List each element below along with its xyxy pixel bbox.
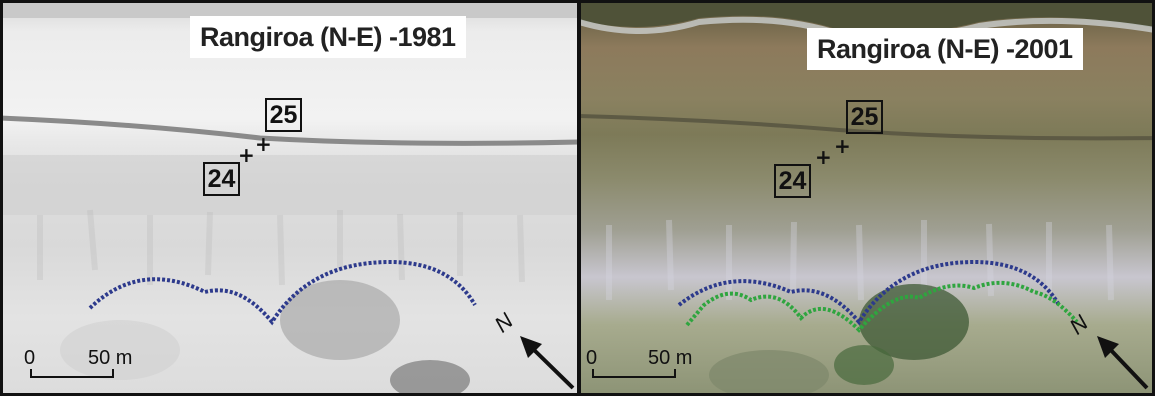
location-cross-icon: + xyxy=(815,145,832,169)
location-cross-icon: + xyxy=(238,143,255,167)
location-cross-icon: + xyxy=(255,132,272,156)
scale-distance: 50 m xyxy=(648,347,693,369)
marker-24: 24 xyxy=(203,162,240,196)
panel-1981: Rangiroa (N-E) -1981 25 24 + + 0 50 m N xyxy=(0,0,579,396)
marker-25: 25 xyxy=(265,98,302,132)
scale-zero: 0 xyxy=(586,347,598,369)
scale-zero: 0 xyxy=(24,347,36,369)
panel-title: Rangiroa (N-E) -1981 xyxy=(190,16,466,58)
location-cross-icon: + xyxy=(834,134,851,158)
scale-distance: 50 m xyxy=(88,347,133,369)
panel-title: Rangiroa (N-E) -2001 xyxy=(807,28,1083,70)
marker-24: 24 xyxy=(774,164,811,198)
panel-2001: Rangiroa (N-E) -2001 25 24 + + 0 50 m N xyxy=(579,0,1155,396)
marker-25: 25 xyxy=(846,100,883,134)
aerial-photo-1981 xyxy=(0,0,579,396)
